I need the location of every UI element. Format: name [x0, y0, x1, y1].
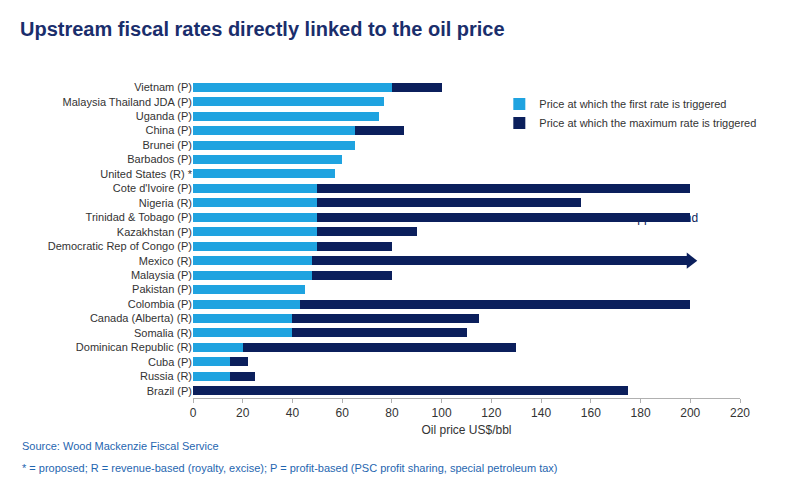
svg-text:Somalia (R): Somalia (R): [134, 327, 192, 339]
svg-text:20: 20: [236, 406, 250, 420]
svg-text:Malaysia (P): Malaysia (P): [131, 269, 192, 281]
svg-text:Cote d'Ivoire (P): Cote d'Ivoire (P): [113, 182, 192, 194]
svg-text:Democratic Rep of Congo (P): Democratic Rep of Congo (P): [48, 240, 192, 252]
svg-text:200: 200: [680, 406, 700, 420]
svg-text:100: 100: [432, 406, 452, 420]
svg-text:Trinidad & Tobago (P): Trinidad & Tobago (P): [86, 211, 192, 223]
svg-text:Uganda (P): Uganda (P): [136, 110, 192, 122]
svg-text:China (P): China (P): [146, 124, 192, 136]
svg-text:Upstream fiscal rates directly: Upstream fiscal rates directly linked to…: [20, 18, 505, 40]
svg-text:Russia (R): Russia (R): [140, 370, 192, 382]
svg-text:160: 160: [581, 406, 601, 420]
svg-text:Pakistan (P): Pakistan (P): [132, 283, 192, 295]
svg-text:180: 180: [631, 406, 651, 420]
svg-text:* = proposed; R = revenue-base: * = proposed; R = revenue-based (royalty…: [22, 462, 558, 474]
svg-text:80: 80: [385, 406, 399, 420]
svg-text:Nigeria (R): Nigeria (R): [139, 197, 192, 209]
svg-text:Colombia (P): Colombia (P): [128, 298, 192, 310]
svg-text:Brazil (P): Brazil (P): [147, 385, 192, 397]
svg-text:Barbados (P): Barbados (P): [127, 153, 192, 165]
svg-text:Mexico (R): Mexico (R): [139, 255, 192, 267]
svg-text:Malaysia Thailand JDA (P): Malaysia Thailand JDA (P): [63, 96, 192, 108]
svg-text:Oil price US$/bbl: Oil price US$/bbl: [421, 423, 511, 437]
svg-text:220: 220: [730, 406, 750, 420]
svg-text:0: 0: [190, 406, 197, 420]
svg-text:Price at which the first rate: Price at which the first rate is trigger…: [539, 98, 726, 110]
svg-text:Kazakhstan (P): Kazakhstan (P): [117, 226, 192, 238]
svg-text:United States (R) *: United States (R) *: [100, 168, 192, 180]
svg-text:No upper bound: No upper bound: [612, 211, 698, 225]
svg-text:Brunei (P): Brunei (P): [142, 139, 192, 151]
svg-text:Price at which the maximum rat: Price at which the maximum rate is trigg…: [539, 117, 756, 129]
svg-text:Dominican Republic (R): Dominican Republic (R): [76, 341, 192, 353]
svg-text:Canada (Alberta) (R): Canada (Alberta) (R): [90, 312, 192, 324]
svg-text:60: 60: [336, 406, 350, 420]
svg-text:120: 120: [481, 406, 501, 420]
svg-text:Cuba (P): Cuba (P): [148, 356, 192, 368]
svg-text:40: 40: [286, 406, 300, 420]
svg-text:Vietnam (P): Vietnam (P): [134, 81, 192, 93]
svg-text:140: 140: [531, 406, 551, 420]
svg-text:Source: Wood Mackenzie Fiscal: Source: Wood Mackenzie Fiscal Service: [22, 440, 219, 452]
